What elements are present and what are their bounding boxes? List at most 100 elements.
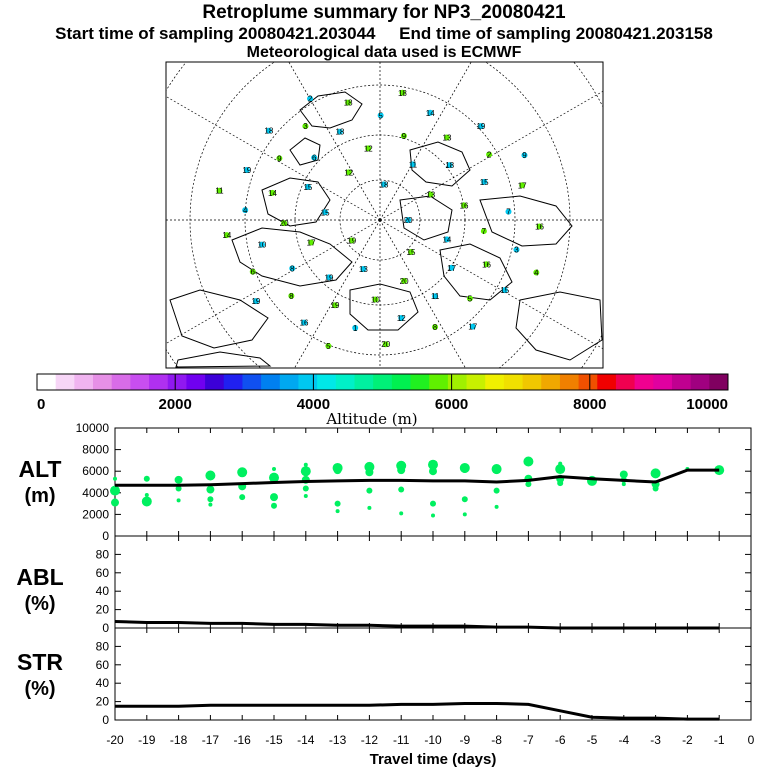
plume-marker-label: 14 [268,189,277,198]
plume-marker [427,191,434,198]
plume-marker [269,189,276,196]
plume-marker-label: 18 [264,127,273,136]
alt-scatter-point [366,487,373,494]
y-tick-label: 8000 [82,443,109,457]
map-meridian [166,96,381,221]
y-tick-label: 10000 [76,421,110,435]
plume-marker [372,296,379,303]
plume-marker [469,323,476,330]
map-coastline [299,91,363,129]
plume-marker-label: 3 [514,246,519,255]
plume-marker [311,154,318,161]
alt-scatter-point [208,502,213,507]
plume-marker [301,319,308,326]
alt-scatter-point [461,496,468,503]
y-tick-label: 40 [96,584,110,598]
colorbar-swatch [186,374,206,390]
plume-marker [352,324,359,331]
colorbar-swatch [74,374,94,390]
colorbar-swatch [354,374,374,390]
map-coastline [479,195,573,247]
colorbar-swatch [559,374,580,390]
x-tick-label: -5 [587,733,598,747]
alt-panel-unit: (m) [24,485,55,507]
map-meridian [379,90,603,221]
plume-marker [281,220,288,227]
plume-marker-label: 9 [402,132,407,141]
plume-marker [304,183,311,190]
colorbar-swatch [373,374,393,390]
alt-scatter-point [555,464,566,475]
plume-marker-label: 19 [325,273,334,282]
alt-scatter-point [207,496,214,503]
map-graticule [166,62,603,368]
alt-scatter-point [335,509,340,514]
plume-marker-label: 15 [303,183,312,192]
alt-scatter-point [110,485,120,496]
map-meridian [288,62,381,221]
x-tick-label: -3 [650,733,661,747]
alt-scatter-point [303,462,308,467]
map-coastline [231,227,353,287]
plume-marker-label: 15 [321,208,330,217]
plume-marker-label: 13 [426,190,435,199]
plume-marker-label: 20 [404,216,413,225]
plume-marker [480,228,487,235]
colorbar-swatch [634,374,654,390]
meteo-source: Meteorological data used is ECMWF [246,44,522,61]
plume-marker-label: 19 [476,122,485,131]
plume-marker-label: 19 [242,166,251,175]
plume-marker [432,293,439,300]
plume-marker [448,264,455,271]
plume-marker-label: 16 [482,260,491,269]
plume-marker-label: 11 [409,160,418,169]
y-tick-label: 60 [96,658,110,672]
plume-marker-label: 20 [280,219,289,228]
plume-marker-label: 14 [426,109,435,118]
map-meridian [379,219,466,368]
colorbar-swatch [690,374,710,390]
map-coastline [169,289,269,349]
colorbar-swatch [485,374,505,390]
plume-marker [308,239,315,246]
plume-marker-label: 13 [359,265,368,274]
plume-marker-label: 18 [445,161,454,170]
x-tick-label: -15 [265,733,283,747]
plume-marker [505,208,512,215]
plume-marker [432,324,439,331]
plume-marker [399,89,406,96]
str-panel-label: STR [17,649,63,675]
alt-scatter-point [398,486,405,493]
x-tick-label: -7 [523,733,534,747]
colorbar-swatch [335,374,355,390]
colorbar-swatch [93,374,113,390]
plume-marker-label: 5 [326,342,331,351]
plume-marker-label: 19 [347,236,356,245]
x-tick-label: -16 [234,733,252,747]
plume-marker [427,109,434,116]
colorbar-swatch [671,374,692,390]
plume-marker [477,123,484,130]
alt-scatter-point [367,505,372,510]
plume-marker [345,169,352,176]
alt-scatter-point [270,493,278,502]
y-tick-label: 80 [96,547,110,561]
plume-marker [401,277,408,284]
colorbar-swatch [37,374,57,390]
alt-scatter-point [206,485,215,494]
colorbar-swatch [597,374,617,390]
plume-marker [242,207,249,214]
plume-marker [348,237,355,244]
plume-marker [513,246,520,253]
colorbar-swatch [653,374,673,390]
map-coastline [515,291,603,361]
plume-marker-label: 12 [364,144,373,153]
plume-marker-label: 2 [308,95,313,104]
plume-marker-label: 16 [300,319,309,328]
colorbar-swatch [242,374,262,390]
colorbar-swatch [615,374,636,390]
plume-marker [322,209,329,216]
plume-marker [276,155,283,162]
colorbar-label: Altitude (m) [325,410,417,428]
str-panel-unit: (%) [24,678,55,700]
